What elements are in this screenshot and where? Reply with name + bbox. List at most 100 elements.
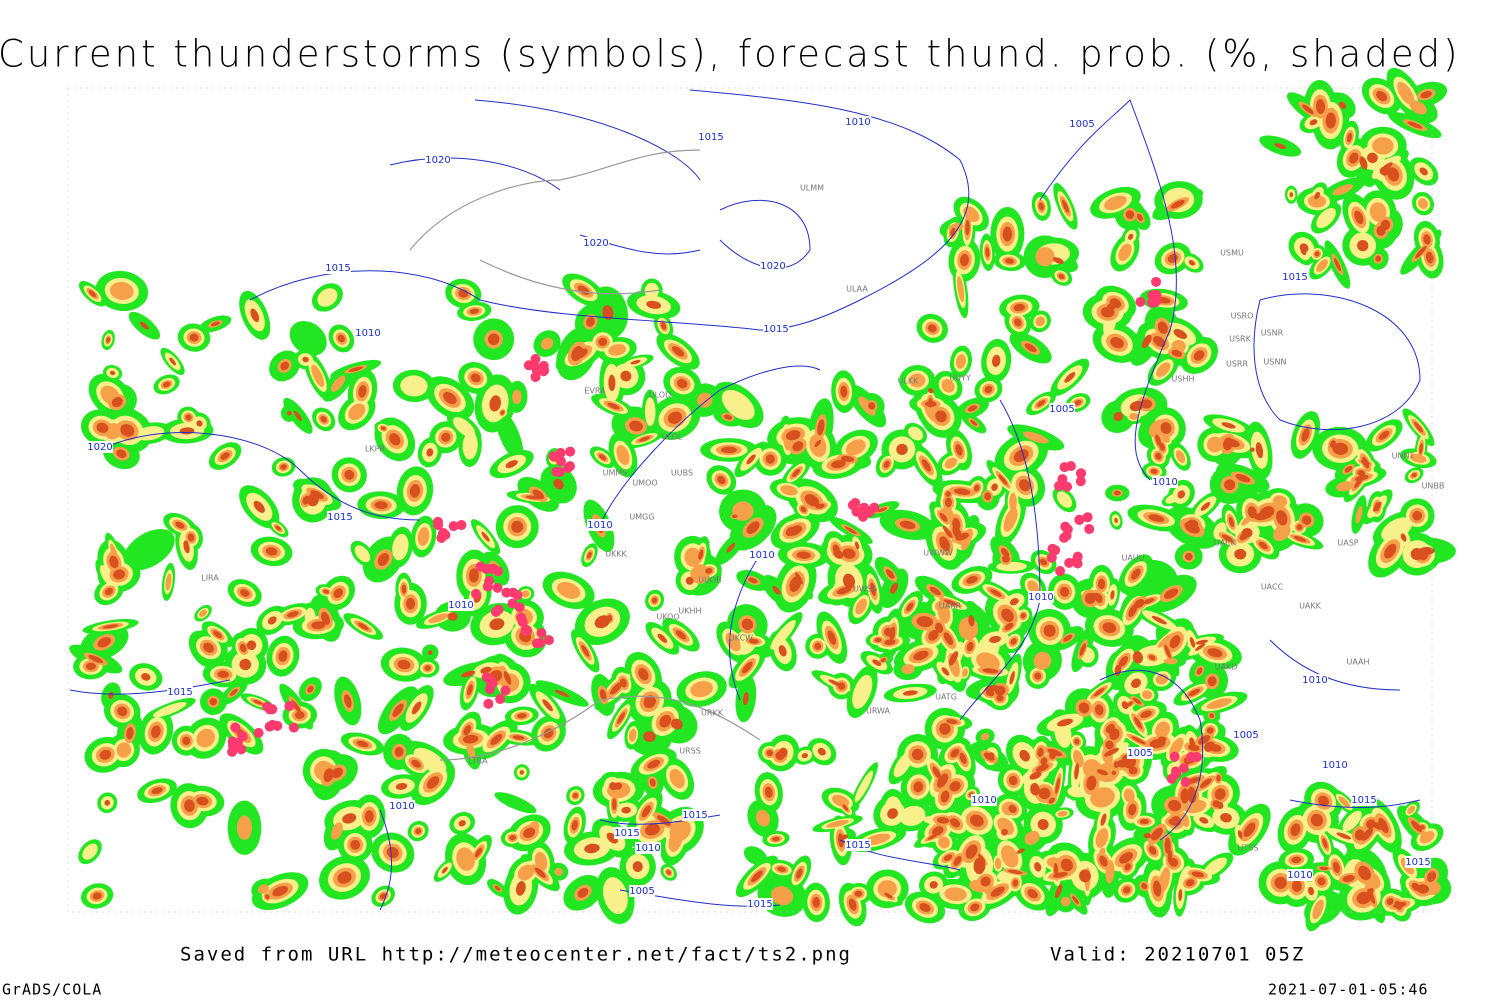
shade-blob	[490, 733, 503, 745]
shade-blob	[726, 542, 736, 553]
shade-blob	[126, 727, 134, 740]
shade-blob	[599, 689, 607, 701]
shade-blob	[480, 666, 492, 674]
shade-blob	[1316, 259, 1328, 272]
storm-symbol	[523, 360, 534, 371]
isobar	[719, 199, 811, 269]
shade-blob	[1155, 434, 1162, 447]
storm-symbol	[1065, 461, 1076, 472]
shade-blob	[1224, 438, 1240, 448]
shade-blob	[1013, 449, 1029, 463]
shade-blob	[1316, 207, 1336, 229]
shade-blob	[996, 694, 1004, 702]
shade-blob	[603, 877, 628, 915]
shade-blob	[939, 536, 950, 551]
storm-symbol	[1072, 558, 1083, 569]
shade-blob	[1155, 452, 1162, 460]
shade-blob	[919, 903, 931, 912]
shade-blob	[1161, 738, 1166, 743]
shade-blob	[1188, 688, 1201, 697]
shade-blob	[210, 321, 220, 327]
station-label: UAKD	[1215, 663, 1238, 672]
shade-blob	[1061, 199, 1069, 213]
shade-blob	[647, 759, 661, 769]
shade-blob	[959, 752, 967, 764]
shade-blob	[1333, 257, 1341, 272]
storm-symbol	[227, 746, 238, 757]
shade-blob	[1180, 788, 1190, 804]
shade-blob	[877, 507, 887, 513]
shade-blob	[1141, 334, 1152, 349]
shade-blob	[512, 389, 522, 405]
shade-blob	[630, 360, 641, 365]
shade-blob	[1380, 219, 1391, 231]
shade-blob	[955, 444, 963, 456]
timestamp: 2021-07-01-05:46	[1268, 981, 1429, 999]
shade-blob	[967, 405, 978, 412]
station-label: UNNT	[1392, 452, 1415, 461]
shade-blob	[182, 736, 191, 745]
shade-blob	[916, 616, 934, 628]
shade-blob	[1312, 899, 1324, 920]
shade-blob	[842, 548, 856, 559]
shade-blob	[104, 799, 111, 806]
shade-blob	[945, 491, 951, 497]
shade-blob	[649, 778, 656, 787]
shade-blob	[175, 521, 185, 529]
shade-blob	[307, 685, 314, 693]
station-label: USMU	[1220, 249, 1244, 258]
shade-blob	[1139, 819, 1150, 825]
shade-blob	[1189, 636, 1196, 648]
shade-blob	[586, 317, 595, 327]
shade-blob	[1357, 469, 1365, 477]
shade-blob	[671, 346, 685, 357]
shade-blob	[705, 567, 713, 574]
shade-blob	[239, 658, 252, 671]
shade-blob	[323, 589, 329, 594]
shade-blob	[751, 870, 763, 883]
shade-blob	[1022, 431, 1049, 444]
shade-blob	[1205, 741, 1215, 748]
shade-blob	[542, 699, 553, 712]
shade-blob	[1221, 534, 1234, 543]
shade-blob	[628, 728, 637, 742]
shade-blob	[1057, 810, 1068, 817]
isobar-label: 1010	[635, 843, 660, 854]
shade-blob	[1426, 871, 1437, 882]
shade-blob	[669, 769, 685, 789]
shade-blob	[1228, 516, 1235, 527]
shade-blob	[1036, 400, 1046, 407]
shade-blob	[1094, 592, 1103, 604]
shade-blob	[1055, 884, 1063, 899]
shade-blob	[935, 410, 947, 423]
shade-blob	[1128, 766, 1138, 775]
shade-blob	[1067, 786, 1087, 798]
isobar-label-box	[1028, 591, 1054, 603]
shade-blob	[785, 430, 801, 441]
station-label: LKPR	[365, 445, 386, 454]
isobar-label-box	[760, 260, 786, 272]
shade-blob	[1105, 740, 1114, 750]
shade-blob	[1397, 81, 1415, 105]
shade-blob	[928, 397, 933, 408]
shade-blob	[1188, 260, 1196, 266]
shade-blob	[110, 281, 134, 300]
isobar-label: 1020	[87, 442, 112, 453]
shade-blob	[906, 602, 914, 612]
shade-blob	[494, 885, 501, 891]
shade-blob	[358, 385, 367, 398]
shade-blob	[1072, 895, 1079, 905]
shade-blob	[337, 334, 345, 343]
storm-symbol	[486, 563, 497, 574]
isobar-label-box	[1282, 271, 1308, 283]
shade-blob	[632, 861, 643, 872]
shade-blob	[1001, 608, 1014, 622]
shade-blob	[1133, 716, 1143, 729]
storm-symbol	[1149, 297, 1160, 308]
shade-blob	[320, 416, 327, 423]
shade-blob	[1234, 548, 1247, 560]
shade-blob	[990, 886, 1005, 897]
shade-blob	[1414, 421, 1423, 433]
isobar-label: 1010	[587, 520, 612, 531]
shade-blob	[1184, 552, 1193, 561]
